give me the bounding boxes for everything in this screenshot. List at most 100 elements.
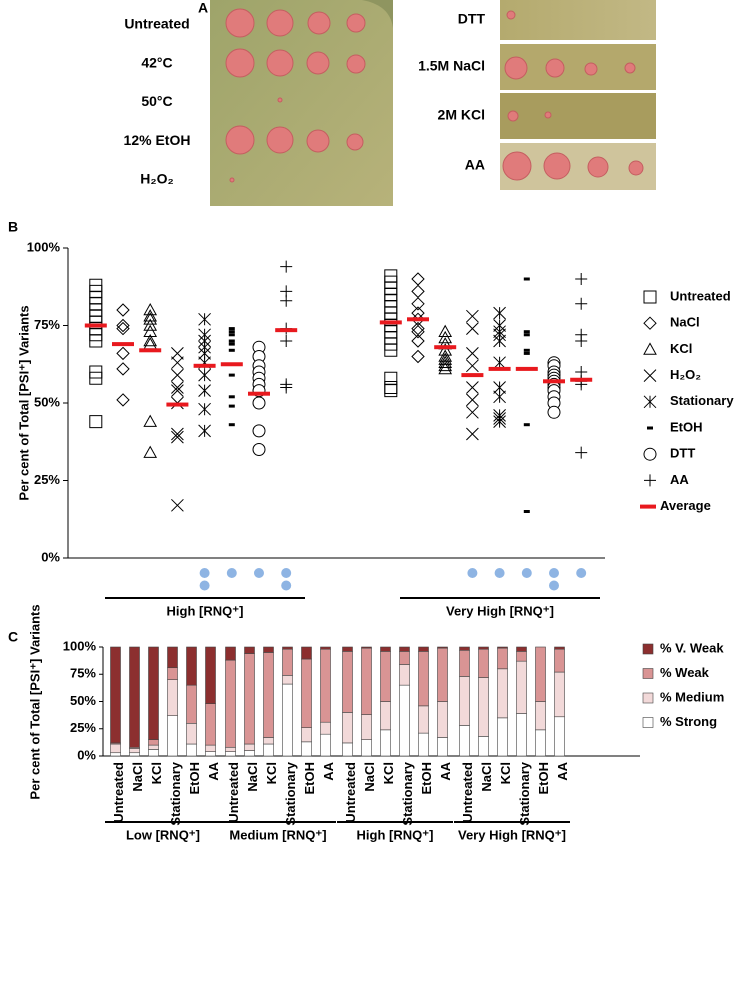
x-tick-label: NaCl	[245, 762, 260, 792]
bar-segment	[516, 660, 527, 714]
x-tick-label: Stationary	[283, 761, 298, 825]
data-point	[466, 427, 479, 441]
x-tick-label: Stationary	[168, 761, 183, 825]
data-point	[438, 355, 453, 368]
x-tick-label: EtOH	[302, 762, 317, 795]
average-bar	[166, 402, 189, 407]
bar-segment	[282, 646, 293, 650]
data-point	[198, 312, 211, 326]
panel-letter: B	[8, 219, 18, 235]
x-tick-label: Untreated	[226, 762, 241, 823]
bar-segment	[205, 744, 216, 752]
bar-segment	[342, 742, 353, 757]
data-point	[116, 303, 130, 317]
legend-label: DTT	[670, 446, 695, 461]
average-bar	[515, 366, 538, 371]
bar-segment	[320, 733, 331, 757]
data-point	[411, 349, 425, 364]
y-tick-label: 0%	[77, 747, 96, 762]
data-point	[384, 384, 398, 398]
average-bar	[461, 373, 484, 378]
legend-label: NaCl	[670, 315, 700, 330]
bar-segment	[478, 646, 489, 650]
x-tick-label: AA	[438, 761, 453, 780]
y-tick-label: 75%	[70, 666, 96, 681]
significance-dot	[254, 568, 264, 578]
bar-segment	[459, 725, 470, 757]
bar-segment	[244, 750, 255, 757]
data-point	[575, 297, 588, 310]
average-bar	[407, 317, 429, 322]
data-point	[252, 396, 266, 410]
bar-segment	[497, 717, 508, 757]
average-bar	[488, 366, 511, 371]
bar-segment	[320, 648, 331, 723]
data-point	[438, 330, 453, 344]
bar-segment	[516, 713, 527, 757]
data-point	[171, 381, 184, 394]
bar-segment	[361, 647, 372, 715]
bar-segment	[225, 646, 236, 661]
data-point	[143, 414, 158, 427]
x-tick-label: EtOH	[536, 762, 551, 795]
significance-dot	[199, 568, 210, 578]
x-tick-label: EtOH	[187, 762, 202, 795]
data-point	[384, 381, 398, 394]
data-point	[116, 318, 130, 333]
bar-segment	[380, 729, 391, 757]
y-tick-label: 50%	[34, 394, 60, 409]
bar-segment	[129, 752, 140, 757]
bar-segment	[554, 671, 565, 718]
plate-photo-right	[500, 0, 656, 190]
data-point	[493, 415, 506, 428]
y-axis-label: Per cent of Total [PSI⁺] Variants	[16, 305, 31, 500]
bar-segment	[380, 646, 391, 652]
legend-marker	[643, 369, 657, 382]
y-tick-label: 75%	[34, 317, 60, 332]
bar-segment	[244, 743, 255, 751]
group-label: Medium [RNQ⁺]	[229, 827, 326, 842]
group-label: High [RNQ⁺]	[357, 827, 434, 842]
bar-segment	[320, 721, 331, 735]
legend-label: KCl	[670, 341, 692, 356]
x-tick-label: EtOH	[419, 762, 434, 795]
bar-segment	[186, 743, 197, 757]
plate-label: 1.5M NaCl	[418, 58, 485, 74]
plate-labels: Untreated 42°C 50°C 12% EtOH H₂O₂ DTT 1.5M NaC…	[124, 11, 486, 187]
bar-segment	[516, 651, 527, 662]
bar-segment	[282, 683, 293, 757]
bar-segment	[380, 651, 391, 702]
bar-segment	[535, 729, 546, 757]
bar-segment	[301, 658, 312, 728]
group-label: Very High [RNQ⁺]	[458, 827, 566, 842]
data-point	[280, 294, 293, 307]
data-point	[438, 349, 453, 362]
plate-label: AA	[465, 157, 485, 173]
data-point	[493, 306, 506, 320]
data-point	[198, 424, 211, 438]
bar-segment	[361, 646, 372, 649]
data-point	[171, 384, 184, 397]
bar-segment	[478, 677, 489, 737]
data-point	[411, 284, 425, 299]
bar-segment	[554, 716, 565, 757]
bar-segment	[225, 659, 236, 748]
data-point	[116, 393, 130, 407]
bar-segment	[263, 737, 274, 745]
bar-segment	[301, 727, 312, 743]
bar-segment	[418, 705, 429, 734]
data-point	[198, 402, 211, 416]
y-tick-label: 100%	[27, 239, 61, 254]
data-point	[280, 260, 293, 273]
bar-segment	[186, 684, 197, 724]
bar-segment	[148, 749, 159, 757]
average-bar	[543, 379, 565, 384]
x-tick-label: AA	[206, 761, 221, 780]
data-point	[171, 498, 184, 512]
panel-letter: A	[198, 0, 208, 16]
legend-swatch	[642, 668, 654, 679]
plate-label: 50°C	[141, 93, 172, 109]
significance-dot	[494, 568, 505, 578]
bar-segment	[167, 667, 178, 681]
